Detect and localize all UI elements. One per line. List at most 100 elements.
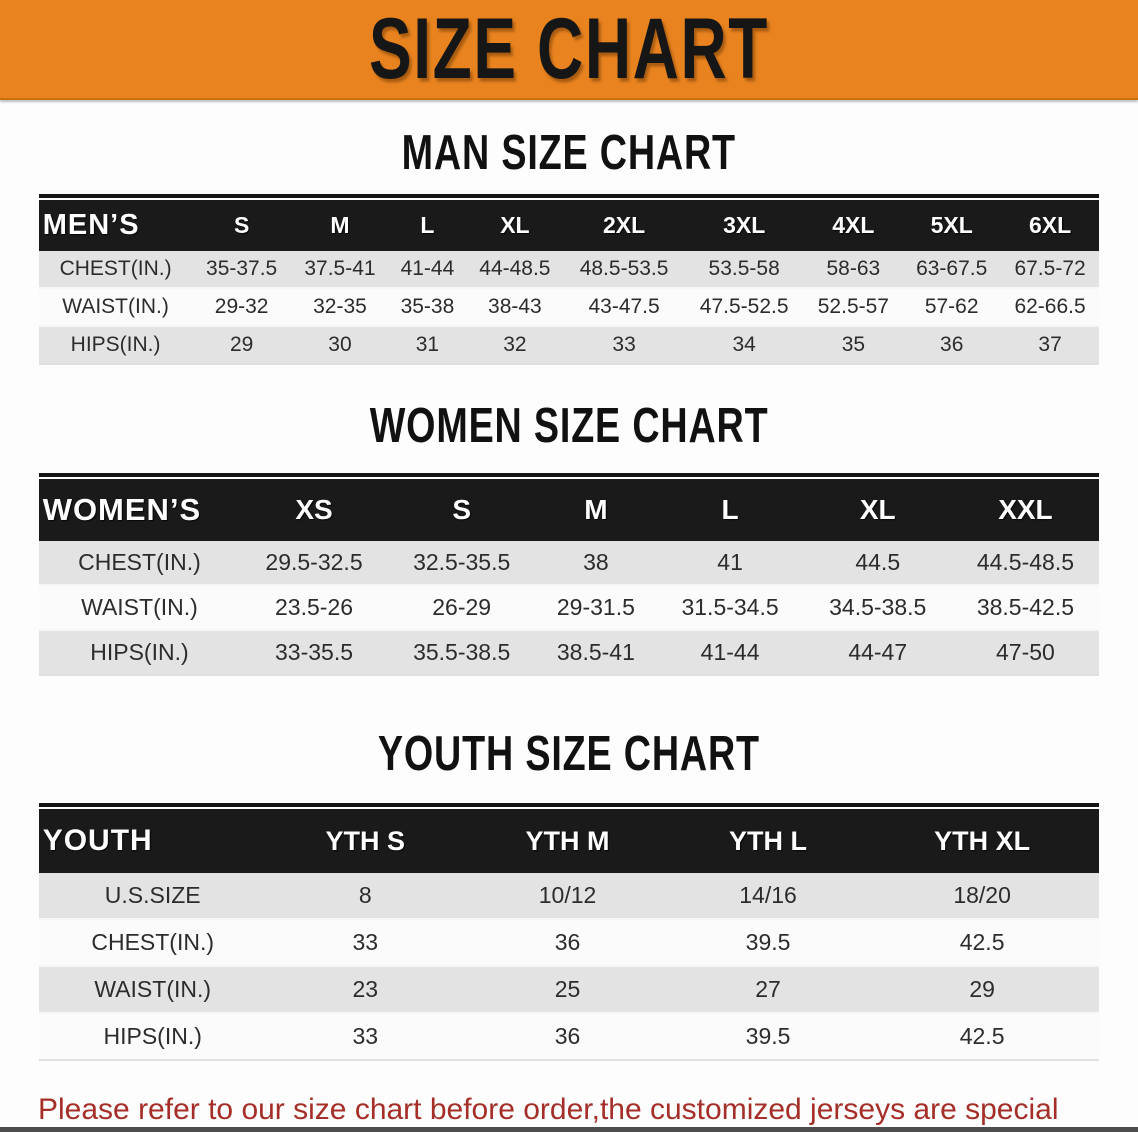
column-header-yth-m: YTH M: [463, 809, 672, 873]
size-cell: 44-48.5: [479, 257, 551, 280]
size-cell: 18/20: [953, 882, 1011, 908]
size-cell: 32-35: [313, 295, 367, 318]
row-label: WAIST(IN.): [94, 976, 212, 1002]
size-cell: 32.5-35.5: [413, 549, 511, 575]
column-header-2xl: 2XL: [564, 200, 685, 251]
size-cell: 29: [969, 976, 995, 1002]
size-cell: 38-43: [488, 295, 542, 318]
youth-table-title: YOUTH: [38, 809, 267, 873]
size-cell: 34: [732, 333, 756, 356]
size-cell: 36: [940, 333, 964, 356]
row-label: HIPS(IN.): [90, 639, 189, 665]
size-cell: 52.5-57: [817, 295, 889, 318]
notice-line-1: Please refer to our size chart before or…: [38, 1093, 1059, 1126]
size-cell: 29-31.5: [556, 594, 635, 620]
men-table-body: CHEST(IN.) 35-37.5 37.5-41 41-44 44-48.5 48.5…: [38, 251, 1100, 364]
banner: SIZE CHART: [0, 0, 1138, 100]
bottom-strip: [0, 1127, 1138, 1132]
women-chart-heading: WOMEN SIZE CHART: [369, 397, 769, 453]
men-size-chart-section: MAN SIZE CHART MEN’S S M L XL 2XL 3XL 4XL 5XL 6XL C…: [0, 124, 1138, 365]
size-cell: 41-44: [400, 257, 455, 280]
size-cell: 38: [583, 549, 609, 575]
size-cell: 39.5: [745, 1023, 791, 1049]
size-cell: 35.5-38.5: [413, 639, 511, 665]
column-header-4xl: 4XL: [804, 200, 903, 251]
size-cell: 38.5-42.5: [976, 594, 1075, 620]
size-cell: 44.5-48.5: [976, 549, 1075, 575]
size-cell: 42.5: [959, 929, 1005, 955]
size-cell: 62-66.5: [1014, 295, 1086, 318]
table-row: U.S.SIZE 8 10/12 14/16 18/20: [38, 873, 1100, 919]
column-header-3xl: 3XL: [684, 200, 805, 251]
row-label: HIPS(IN.): [70, 333, 161, 356]
youth-table-body: U.S.SIZE 8 10/12 14/16 18/20 CHEST(IN.) 33 36 39…: [38, 873, 1100, 1060]
size-cell: 10/12: [538, 882, 597, 908]
column-header-xs: XS: [240, 479, 388, 541]
women-heading-wrap: WOMEN SIZE CHART: [0, 397, 1138, 453]
table-row: WAIST(IN.) 29-32 32-35 35-38 38-43 43-47.5 47.…: [38, 288, 1100, 326]
header-row: MEN’S S M L XL 2XL 3XL 4XL 5XL 6XL: [38, 200, 1100, 251]
header-row: YOUTH YTH S YTH M YTH L YTH XL: [38, 809, 1100, 873]
youth-table-wrap: YOUTH YTH S YTH M YTH L YTH XL U.S.SIZE 8 10/12…: [38, 803, 1100, 1061]
row-label: WAIST(IN.): [62, 295, 169, 318]
column-header-yth-s: YTH S: [266, 809, 464, 873]
table-row: CHEST(IN.) 33 36 39.5 42.5: [38, 919, 1100, 966]
size-cell: 36: [554, 1023, 581, 1049]
women-table-title: WOMEN’S: [38, 479, 241, 541]
size-cell: 29.5-32.5: [265, 549, 363, 575]
youth-table-head: YOUTH YTH S YTH M YTH L YTH XL: [38, 809, 1100, 873]
size-cell: 47.5-52.5: [699, 295, 789, 318]
size-cell: 31.5-34.5: [681, 594, 779, 620]
column-header-yth-xl: YTH XL: [864, 809, 1100, 873]
table-row: CHEST(IN.) 35-37.5 37.5-41 41-44 44-48.5 48.5…: [38, 251, 1100, 288]
column-header-xl: XL: [803, 479, 952, 541]
size-cell: 35-37.5: [206, 257, 278, 280]
row-label: CHEST(IN.): [78, 549, 201, 575]
size-cell: 35: [841, 333, 866, 356]
women-table-head: WOMEN’S XS S M L XL XXL: [38, 479, 1100, 541]
men-size-table: MEN’S S M L XL 2XL 3XL 4XL 5XL 6XL CHEST(IN.) 35-37…: [38, 200, 1100, 365]
size-cell: 14/16: [739, 882, 797, 908]
column-header-yth-l: YTH L: [671, 809, 865, 873]
size-cell: 47-50: [996, 639, 1055, 665]
column-header-s: S: [192, 200, 291, 251]
size-cell: 29: [229, 333, 254, 356]
size-cell: 37: [1038, 333, 1062, 356]
table-row: WAIST(IN.) 23 25 27 29: [38, 966, 1100, 1013]
table-row: WAIST(IN.) 23.5-26 26-29 29-31.5 31.5-34.5 34…: [38, 585, 1100, 630]
women-size-table: WOMEN’S XS S M L XL XXL CHEST(IN.) 29.5-32.5 32.5…: [38, 479, 1100, 676]
size-cell: 67.5-72: [1014, 257, 1086, 280]
size-cell: 32: [503, 333, 527, 356]
men-table-wrap: MEN’S S M L XL 2XL 3XL 4XL 5XL 6XL CHEST(IN.) 35-37…: [38, 194, 1100, 365]
size-cell: 39.5: [745, 929, 791, 955]
women-size-chart-section: WOMEN SIZE CHART WOMEN’S XS S M L XL XXL CHEST(I…: [0, 397, 1138, 676]
charts-container: MAN SIZE CHART MEN’S S M L XL 2XL 3XL 4XL 5XL 6XL C…: [0, 124, 1138, 1061]
youth-size-table: YOUTH YTH S YTH M YTH L YTH XL U.S.SIZE 8 10/12…: [38, 809, 1100, 1061]
row-label: CHEST(IN.): [59, 257, 172, 280]
table-row: CHEST(IN.) 29.5-32.5 32.5-35.5 38 41 44.5 44.5…: [38, 541, 1100, 585]
size-cell: 31: [415, 333, 440, 356]
size-cell: 27: [755, 976, 781, 1002]
youth-heading-wrap: YOUTH SIZE CHART: [0, 725, 1138, 780]
size-cell: 44-47: [848, 639, 908, 665]
column-header-5xl: 5XL: [902, 200, 1001, 251]
size-cell: 41: [717, 549, 743, 575]
youth-size-chart-section: YOUTH SIZE CHART YOUTH YTH S YTH M YTH L YTH …: [0, 725, 1138, 1061]
women-table-body: CHEST(IN.) 29.5-32.5 32.5-35.5 38 41 44.5 44.5…: [38, 541, 1100, 675]
table-row: HIPS(IN.) 33 36 39.5 42.5: [38, 1013, 1100, 1060]
size-cell: 33: [352, 929, 379, 955]
size-cell: 41-44: [700, 639, 760, 665]
size-cell: 48.5-53.5: [579, 257, 669, 280]
men-table-head: MEN’S S M L XL 2XL 3XL 4XL 5XL 6XL: [38, 200, 1100, 251]
size-cell: 29-32: [214, 295, 269, 318]
size-cell: 53.5-58: [708, 257, 780, 280]
size-cell: 8: [358, 882, 372, 908]
men-heading-wrap: MAN SIZE CHART: [0, 124, 1138, 179]
banner-title: SIZE CHART: [369, 0, 769, 97]
size-cell: 25: [554, 976, 581, 1002]
size-cell: 34.5-38.5: [829, 594, 927, 620]
footer-notice: Please refer to our size chart before or…: [0, 1089, 1138, 1132]
table-row: HIPS(IN.) 33-35.5 35.5-38.5 38.5-41 41-44 44-…: [38, 630, 1100, 675]
size-cell: 57-62: [924, 295, 979, 318]
row-label: U.S.SIZE: [104, 882, 201, 908]
